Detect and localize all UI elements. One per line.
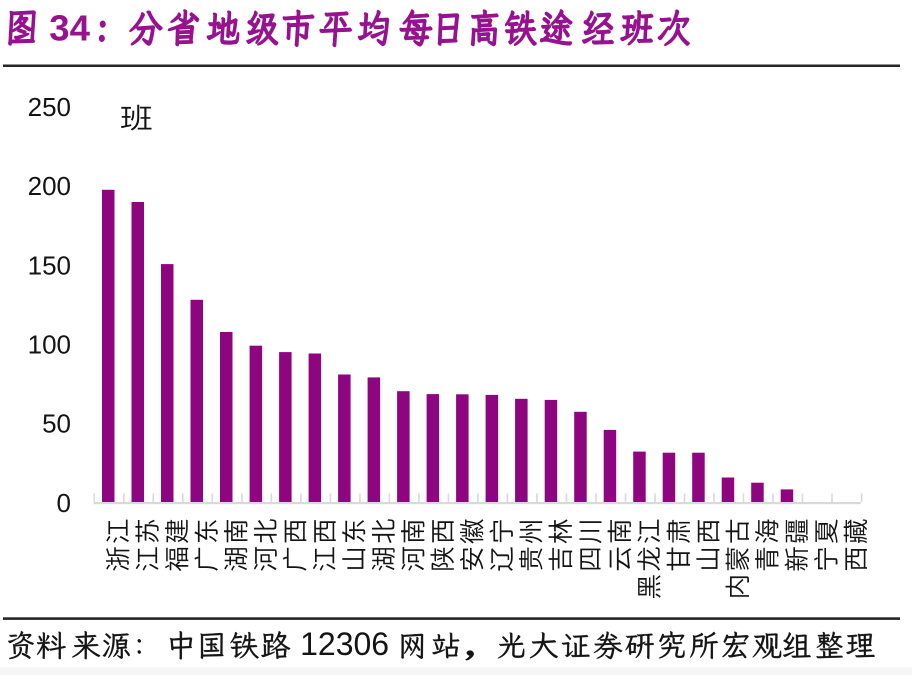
svg-text:34: 34	[49, 7, 90, 48]
svg-text:250: 250	[28, 92, 71, 122]
svg-text:0: 0	[57, 488, 71, 518]
svg-text:100: 100	[28, 330, 71, 360]
svg-text:150: 150	[28, 250, 71, 280]
svg-text:200: 200	[28, 171, 71, 201]
svg-text:50: 50	[42, 409, 71, 439]
svg-text:12306: 12306	[300, 626, 389, 662]
